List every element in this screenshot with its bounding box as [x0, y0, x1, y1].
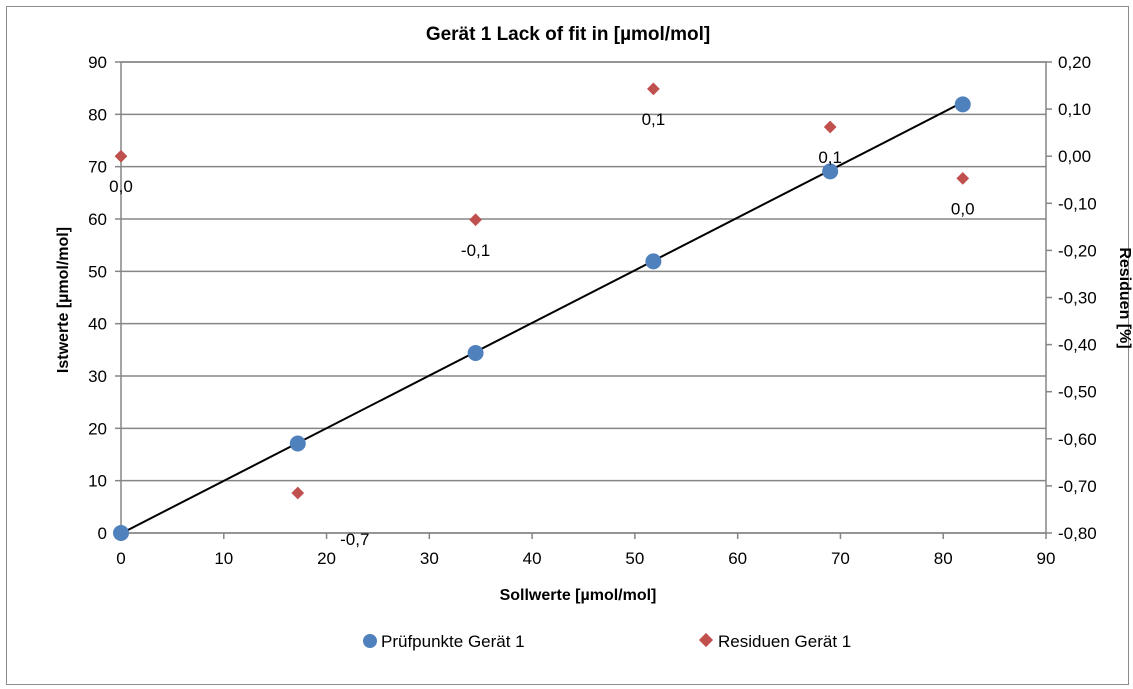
data-labels: 0,0 -0,7 -0,1 0,1 0,1 0,0	[109, 110, 974, 549]
x-tick-label: 0	[116, 549, 125, 568]
y2-axis-title: Residuen [%]	[1116, 247, 1133, 348]
y-tick-label: 0	[98, 524, 107, 543]
y-tick-label: 70	[88, 158, 107, 177]
pruefpunkt-point	[645, 253, 662, 270]
y-tick-label: 80	[88, 105, 107, 124]
y2-tick-label: -0,10	[1058, 194, 1097, 213]
y2-tick-label: 0,00	[1058, 147, 1091, 166]
pruefpunkt-point	[289, 435, 306, 452]
y-tick-label: 40	[88, 315, 107, 334]
data-marks	[113, 82, 971, 541]
x-tick-label: 10	[214, 549, 233, 568]
x-tick-label: 90	[1037, 549, 1056, 568]
y-tick-label: 30	[88, 367, 107, 386]
legend-series-2: Residuen Gerät 1	[718, 632, 851, 651]
residuum-point	[823, 120, 837, 134]
residuum-point	[291, 486, 305, 500]
chart-title: Gerät 1 Lack of fit in [µmol/mol]	[426, 24, 710, 45]
residuum-data-label: 0,0	[109, 177, 133, 196]
residuum-point	[469, 213, 482, 227]
residuum-point	[114, 149, 128, 163]
pruefpunkt-point	[113, 525, 129, 541]
y2-axis-ticks: -0,80 -0,70 -0,60 -0,50 -0,40 -0,30 -0,20 -0,10…	[1046, 53, 1097, 543]
y-tick-label: 60	[88, 210, 107, 229]
residuum-data-label: -0,7	[340, 530, 369, 549]
y2-tick-label: -0,50	[1058, 383, 1097, 402]
chart-frame	[6, 6, 1129, 685]
pruefpunkt-point	[467, 344, 484, 361]
y2-tick-label: -0,40	[1058, 336, 1097, 355]
y2-tick-label: -0,80	[1058, 524, 1097, 543]
residuum-data-label: -0,1	[461, 241, 490, 260]
y-axis-title: Istwerte [µmol/mol]	[55, 227, 72, 373]
y2-tick-label: -0,60	[1058, 430, 1097, 449]
y-tick-label: 10	[88, 472, 107, 491]
pruefpunkt-point	[822, 163, 839, 180]
residuum-point	[647, 82, 660, 96]
residuum-point	[956, 171, 970, 185]
residuum-data-label: 0,1	[642, 110, 666, 129]
y-tick-label: 20	[88, 419, 107, 438]
y-tick-label: 90	[88, 53, 107, 72]
legend-circle-marker	[363, 634, 377, 648]
legend: Prüfpunkte Gerät 1 Residuen Gerät 1	[363, 632, 851, 651]
y2-tick-label: -0,30	[1058, 289, 1097, 308]
y-tick-label: 50	[88, 262, 107, 281]
trendline-group	[120, 101, 964, 535]
x-tick-label: 20	[317, 549, 336, 568]
y-axis-ticks: 0 10 20 30 40 50 60 70 80 90	[88, 53, 121, 543]
x-tick-label: 60	[728, 549, 747, 568]
y2-tick-label: -0,70	[1058, 477, 1097, 496]
x-tick-label: 30	[420, 549, 439, 568]
y2-tick-label: 0,10	[1058, 100, 1091, 119]
legend-diamond-marker	[698, 632, 714, 648]
x-tick-label: 50	[625, 549, 644, 568]
x-tick-label: 40	[523, 549, 542, 568]
x-tick-label: 80	[934, 549, 953, 568]
x-tick-label: 70	[831, 549, 850, 568]
x-axis-title: Sollwerte [µmol/mol]	[500, 587, 657, 604]
y2-tick-label: 0,20	[1058, 53, 1091, 72]
residuum-data-label: 0,1	[818, 148, 842, 167]
trendline	[120, 101, 964, 535]
legend-series-1: Prüfpunkte Gerät 1	[381, 632, 525, 651]
y2-tick-label: -0,20	[1058, 241, 1097, 260]
pruefpunkt-point	[954, 96, 971, 113]
x-axis-ticks: 0 10 20 30 40 50 60 70 80 90	[116, 533, 1055, 568]
residuum-data-label: 0,0	[951, 199, 975, 218]
